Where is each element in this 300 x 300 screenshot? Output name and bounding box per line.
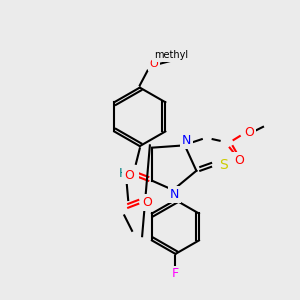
- Text: S: S: [219, 158, 228, 172]
- Text: O: O: [244, 126, 254, 139]
- Text: O: O: [142, 196, 152, 209]
- Text: N: N: [182, 134, 191, 147]
- Text: O: O: [234, 154, 244, 167]
- Text: HN: HN: [119, 167, 138, 180]
- Text: F: F: [172, 267, 179, 280]
- Text: N: N: [170, 188, 179, 201]
- Text: methyl: methyl: [154, 50, 188, 60]
- Text: O: O: [124, 169, 134, 182]
- Text: O: O: [149, 59, 158, 70]
